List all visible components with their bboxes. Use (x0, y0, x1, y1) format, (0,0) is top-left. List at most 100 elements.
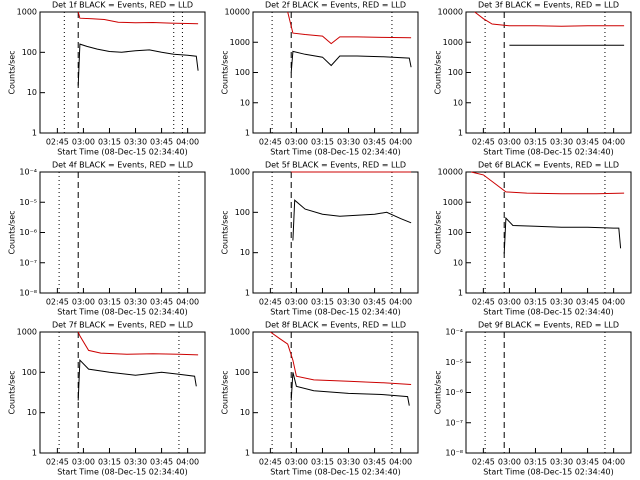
x-tick-label: 03:00 (285, 138, 308, 147)
y-tick-label: 1 (245, 289, 250, 298)
series-line (77, 331, 199, 356)
x-tick-label: 03:15 (524, 298, 547, 307)
x-tick-label: 03:30 (550, 138, 573, 147)
x-tick-label: 04:00 (602, 298, 625, 307)
y-axis-label: Counts/sec (434, 370, 443, 414)
plot-frame (252, 11, 419, 134)
y-tick-label: 10⁻⁵ (445, 358, 463, 367)
x-axis-label: Start Time (08-Dec-15 02:34:40) (483, 468, 614, 477)
plot-frame (39, 331, 206, 454)
panel: Det 3f BLACK = Events, RED = LLD Start Ti… (434, 1, 632, 157)
x-tick-label: 02:45 (46, 298, 69, 307)
x-tick-label: 04:00 (602, 458, 625, 467)
x-tick-label: 03:00 (498, 458, 521, 467)
panel: Det 4f BLACK = Events, RED = LLD Start Ti… (8, 161, 206, 317)
series-line (77, 43, 199, 86)
x-axis-label: Start Time (08-Dec-15 02:34:40) (57, 148, 188, 157)
x-tick-label: 03:15 (311, 138, 334, 147)
series-line (474, 11, 625, 27)
x-tick-label: 03:45 (150, 298, 173, 307)
y-tick-label: 100 (22, 48, 37, 57)
x-tick-label: 02:45 (259, 458, 282, 467)
y-tick-label: 100 (235, 68, 250, 77)
x-tick-label: 03:00 (72, 458, 95, 467)
x-tick-label: 03:00 (72, 138, 95, 147)
x-tick-label: 03:30 (337, 138, 360, 147)
x-tick-label: 03:30 (550, 298, 573, 307)
y-tick-label: 1 (245, 129, 250, 138)
y-tick-label: 10⁻⁷ (19, 258, 37, 267)
y-tick-label: 1000 (443, 198, 463, 207)
x-tick-label: 03:45 (363, 138, 386, 147)
series-line (503, 216, 622, 254)
x-tick-label: 03:45 (150, 458, 173, 467)
x-tick-label: 02:45 (259, 138, 282, 147)
x-tick-label: 03:15 (311, 458, 334, 467)
x-tick-label: 02:45 (46, 458, 69, 467)
y-axis-label: Counts/sec (8, 210, 17, 254)
x-tick-label: 04:00 (389, 138, 412, 147)
x-tick-label: 03:15 (98, 298, 121, 307)
y-axis-label: Counts/sec (434, 50, 443, 94)
x-tick-label: 04:00 (176, 458, 199, 467)
x-tick-label: 02:45 (46, 138, 69, 147)
x-tick-label: 04:00 (389, 458, 412, 467)
y-tick-label: 10000 (438, 168, 463, 177)
x-tick-label: 02:45 (472, 138, 495, 147)
panel: Det 8f BLACK = Events, RED = LLD Start Ti… (221, 321, 419, 477)
series-line (292, 199, 412, 241)
panel: Det 5f BLACK = Events, RED = LLD Start Ti… (221, 161, 419, 317)
y-tick-label: 1 (458, 129, 463, 138)
y-axis-label: Counts/sec (221, 370, 230, 414)
y-tick-label: 10 (453, 258, 463, 267)
x-tick-label: 03:30 (337, 298, 360, 307)
x-tick-label: 03:15 (524, 458, 547, 467)
y-tick-label: 1 (32, 129, 37, 138)
x-tick-label: 02:45 (472, 298, 495, 307)
x-tick-label: 03:30 (337, 458, 360, 467)
panel-title: Det 7f BLACK = Events, RED = LLD (52, 321, 193, 330)
panel-title: Det 9f BLACK = Events, RED = LLD (478, 321, 619, 330)
x-tick-label: 03:15 (98, 138, 121, 147)
plot-frame (252, 171, 419, 294)
y-axis-label: Counts/sec (8, 370, 17, 414)
y-tick-label: 1000 (230, 38, 250, 47)
y-tick-label: 10⁻⁴ (19, 168, 37, 177)
y-tick-label: 1000 (17, 8, 37, 17)
x-tick-label: 03:30 (124, 458, 147, 467)
x-tick-label: 02:45 (472, 458, 495, 467)
series-line (290, 372, 410, 406)
y-tick-label: 10⁻⁶ (19, 228, 37, 237)
x-tick-label: 03:00 (498, 138, 521, 147)
y-tick-label: 1 (245, 449, 250, 458)
x-tick-label: 04:00 (602, 138, 625, 147)
y-tick-label: 10 (240, 98, 250, 107)
panel-title: Det 6f BLACK = Events, RED = LLD (478, 161, 619, 170)
x-axis-label: Start Time (08-Dec-15 02:34:40) (483, 308, 614, 317)
y-axis-label: Counts/sec (8, 50, 17, 94)
y-tick-label: 10000 (438, 8, 463, 17)
panel-title: Det 1f BLACK = Events, RED = LLD (52, 1, 193, 10)
x-tick-label: 03:30 (124, 298, 147, 307)
y-tick-label: 10 (27, 88, 37, 97)
x-tick-label: 02:45 (259, 298, 282, 307)
panel: Det 2f BLACK = Events, RED = LLD Start Ti… (221, 1, 419, 157)
x-axis-label: Start Time (08-Dec-15 02:34:40) (270, 308, 401, 317)
plot-frame (39, 11, 206, 134)
x-tick-label: 03:45 (576, 458, 599, 467)
y-tick-label: 10⁻⁸ (445, 449, 463, 458)
plot-frame (39, 171, 206, 294)
x-axis-label: Start Time (08-Dec-15 02:34:40) (483, 148, 614, 157)
x-tick-label: 04:00 (176, 298, 199, 307)
y-tick-label: 10 (240, 248, 250, 257)
y-tick-label: 10⁻⁷ (445, 418, 463, 427)
panel: Det 6f BLACK = Events, RED = LLD Start Ti… (434, 161, 632, 317)
y-tick-label: 10 (27, 408, 37, 417)
y-tick-label: 10⁻⁶ (445, 388, 463, 397)
x-tick-label: 03:30 (550, 458, 573, 467)
panel-title: Det 5f BLACK = Events, RED = LLD (265, 161, 406, 170)
y-tick-label: 1 (32, 449, 37, 458)
x-tick-label: 03:15 (98, 458, 121, 467)
panel-title: Det 2f BLACK = Events, RED = LLD (265, 1, 406, 10)
